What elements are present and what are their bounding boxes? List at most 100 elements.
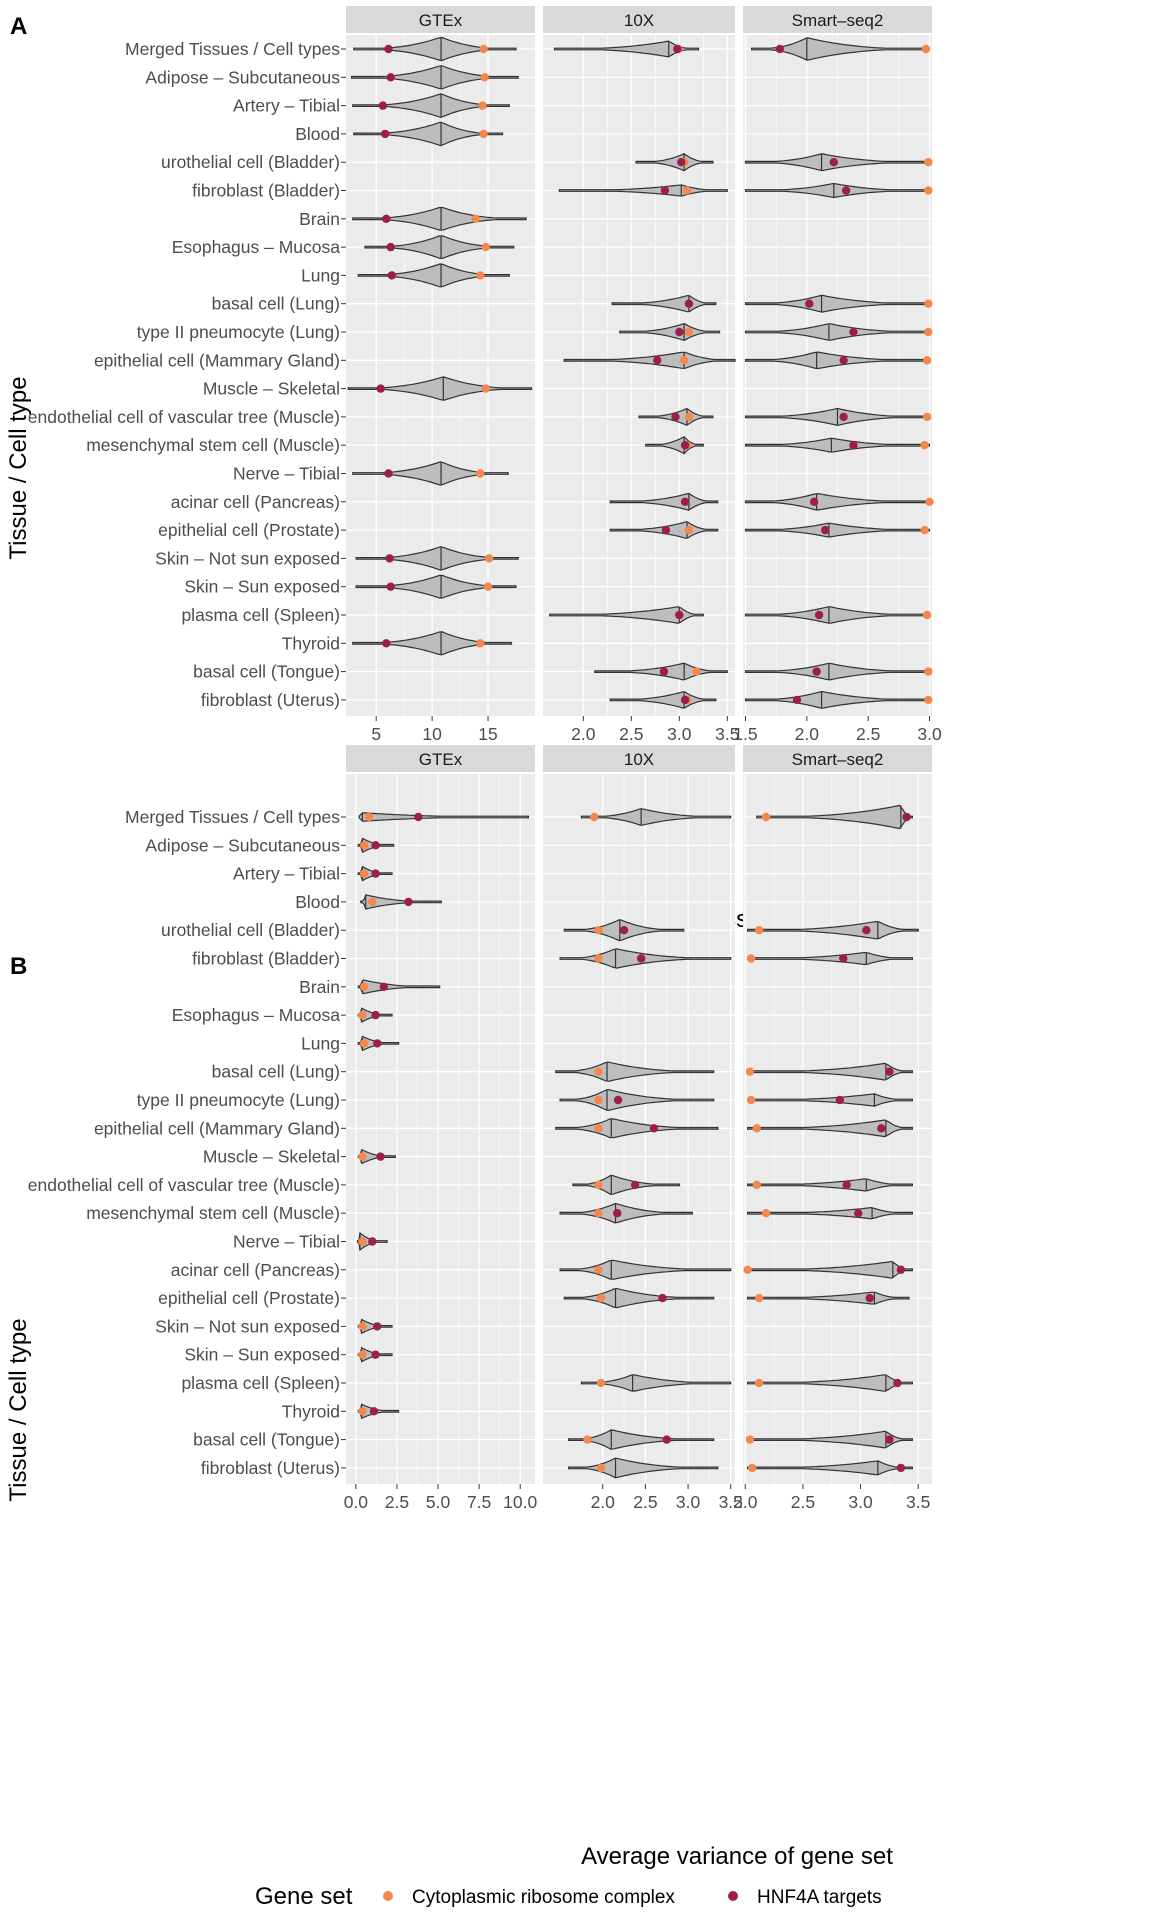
- panel-a-facet-3-x-tick-label: 2.5: [856, 724, 880, 744]
- panel-a-category-label: Thyroid: [282, 633, 340, 653]
- panel-b-facet-3-violin: [747, 1119, 913, 1138]
- panel-b-facet-1-hnf4a-point: [368, 1237, 377, 1246]
- panel-a-category-label: epithelial cell (Mammary Gland): [94, 350, 340, 370]
- panel-a-facet-1-hnf4a-point: [382, 639, 391, 648]
- panel-a-facet-2-hnf4a-point: [660, 186, 670, 195]
- panel-b-facet-2-ribosome-point: [583, 1435, 592, 1444]
- panel-b-facet-2-ribosome-point: [596, 1378, 606, 1388]
- panel-b-facet-3-ribosome-point: [748, 1463, 757, 1473]
- panel-b-facet-2-violin: [559, 948, 732, 969]
- panel-b-facet-3-hnf4a-point: [842, 1180, 851, 1190]
- panel-a-facet-1-ribosome-point: [476, 469, 485, 478]
- panel-b-facet-3-x-tick-label: 3.5: [906, 1492, 930, 1512]
- panel-b-facet-1-hnf4a-point: [369, 1407, 379, 1416]
- panel-a-facet-3-x-tick-label: 3.0: [917, 724, 942, 744]
- panel-b-facet-1-hnf4a-point: [371, 841, 380, 850]
- panel-a-facet-3-hnf4a-point: [839, 412, 848, 422]
- panel-b-category-label: Skin – Sun exposed: [184, 1345, 340, 1365]
- panel-b-facet-1-x-tick-label: 5.0: [426, 1492, 451, 1512]
- panel-a-category-label: type II pneumocyte (Lung): [137, 322, 340, 342]
- panel-b-facet-2-x-tick-label: 2.5: [633, 1492, 657, 1512]
- panel-b: B Tissue / Cell type Average variance of…: [5, 745, 932, 1870]
- panel-a-facet-3-violin: [744, 437, 931, 453]
- panel-a-facet-1-hnf4a-point: [386, 73, 395, 82]
- panel-b-facet-2-violin: [568, 1429, 715, 1450]
- panel-a-category-label: Lung: [301, 265, 340, 285]
- panel-a-facet-1-violin: [352, 206, 527, 231]
- panel-a-facet-1-x-tick-label: 5: [371, 724, 381, 744]
- panel-b-category-label: urothelial cell (Bladder): [161, 920, 340, 940]
- panel-b-facet-3-hnf4a-point: [893, 1378, 902, 1388]
- panel-b-facet-2-ribosome-point: [594, 1209, 603, 1218]
- panel-a-facet-3-hnf4a-point: [841, 186, 851, 195]
- panel-a-facet-1-ribosome-point: [479, 129, 488, 139]
- panel-b-category-label: plasma cell (Spleen): [181, 1373, 340, 1393]
- panel-b-category-label: Esophagus – Mucosa: [172, 1005, 341, 1025]
- panel-a-facet-3-x-tick-label: 2.0: [795, 724, 820, 744]
- panel-a-facet-2-background: [543, 35, 735, 716]
- panel-b-facet-1-hnf4a-point: [376, 1152, 385, 1161]
- panel-a-facet-2-violin: [609, 492, 719, 511]
- panel-b-category-label: fibroblast (Uterus): [201, 1458, 340, 1478]
- panel-a-category-label: fibroblast (Bladder): [192, 181, 340, 201]
- panel-a-category-label: fibroblast (Uterus): [201, 690, 340, 710]
- panel-b-facet-3-hnf4a-point: [862, 926, 871, 935]
- panel-a-facet-1-violin: [353, 36, 517, 62]
- panel-a-category-label: Brain: [299, 209, 340, 229]
- panel-b-category-label: Nerve – Tibial: [233, 1232, 340, 1252]
- panel-a-facet-2-hnf4a-point: [673, 44, 682, 54]
- panel-b-facet-2-x-tick-label: 2.0: [591, 1492, 616, 1512]
- panel-b-facet-2-ribosome-point: [594, 1124, 603, 1133]
- panel-a-facet-2-hnf4a-point: [661, 525, 671, 535]
- panel-b-facet-3-violin: [747, 920, 919, 940]
- panel-b-facet-2-ribosome-point: [596, 1463, 606, 1473]
- panel-b-facet-3-ribosome-point: [754, 1378, 764, 1388]
- panel-b-facet-1-hnf4a-point: [414, 812, 423, 822]
- panel-b-facet-3-violin: [747, 1178, 913, 1192]
- panel-b-x-axis-title: Average variance of gene set: [581, 1843, 893, 1870]
- panel-a-facet-1-hnf4a-point: [376, 384, 385, 393]
- panel-a-facet-2-violin: [645, 435, 704, 455]
- panel-b-facet-3-strip-label: Smart–seq2: [792, 750, 884, 769]
- panel-b-facet-3-hnf4a-point: [877, 1124, 886, 1133]
- panel-b-y-axis-title: Tissue / Cell type: [5, 1318, 32, 1501]
- panel-a-category-label: Muscle – Skeletal: [203, 379, 340, 399]
- panel-b-category-label: Blood: [295, 892, 340, 912]
- panel-a-facet-2-violin: [549, 606, 704, 624]
- panel-a-facet-3-ribosome-point: [924, 158, 933, 167]
- panel-b-facet-1-ribosome-point: [364, 812, 374, 822]
- panel-a-facet-1-violin: [353, 121, 504, 147]
- panel-a-facet-1-ribosome-point: [476, 271, 485, 280]
- panel-a-facet-2-violin: [553, 40, 700, 58]
- panel-a-facet-2-strip-label: 10X: [624, 11, 654, 30]
- panel-a-facet-3-hnf4a-point: [821, 525, 830, 535]
- panel-a-facet-3-hnf4a-point: [812, 667, 821, 676]
- panel-b-facet-2-violin: [559, 1202, 693, 1224]
- panel-b-facet-1-x-tick-label: 0.0: [344, 1492, 369, 1512]
- panel-a-facet-2-ribosome-point: [692, 667, 701, 676]
- panel-b-facet-2-hnf4a-point: [613, 1209, 622, 1218]
- panel-a-facet-2-ribosome-point: [684, 412, 694, 422]
- panel-b-facet-2-hnf4a-point: [636, 954, 646, 963]
- panel-b-category-label: epithelial cell (Prostate): [158, 1288, 340, 1308]
- panel-b-facet-1-hnf4a-point: [371, 1010, 380, 1020]
- panel-b-facet-2-ribosome-point: [590, 812, 599, 822]
- panel-a-category-label: Blood: [295, 124, 340, 144]
- legend: Gene set Cytoplasmic ribosome complex HN…: [255, 1883, 882, 1910]
- panel-b-facet-3-hnf4a-point: [839, 954, 848, 963]
- legend-ribosome-swatch: [383, 1891, 393, 1901]
- panel-b-facet-3-violin: [747, 1093, 913, 1107]
- panel-a-facet-1-violin: [347, 376, 533, 401]
- panel-b-facet-1-ribosome-point: [359, 982, 369, 991]
- panel-a-facet-2-hnf4a-point: [653, 356, 662, 365]
- panel-b-facet-3-violin: [747, 1374, 913, 1392]
- panel-a-facet-3-ribosome-point: [924, 667, 933, 676]
- panel-a-facet-1-violin: [357, 263, 510, 288]
- panel-b-facet-3-hnf4a-point: [896, 1265, 906, 1275]
- panel-a-facet-1-ribosome-point: [484, 554, 494, 563]
- panel-b-facet-1-hnf4a-point: [379, 982, 388, 991]
- panel-a-category-label: epithelial cell (Prostate): [158, 520, 340, 540]
- panel-b-facet-1-strip: [346, 745, 535, 772]
- panel-a-facet-2-ribosome-point: [684, 327, 694, 337]
